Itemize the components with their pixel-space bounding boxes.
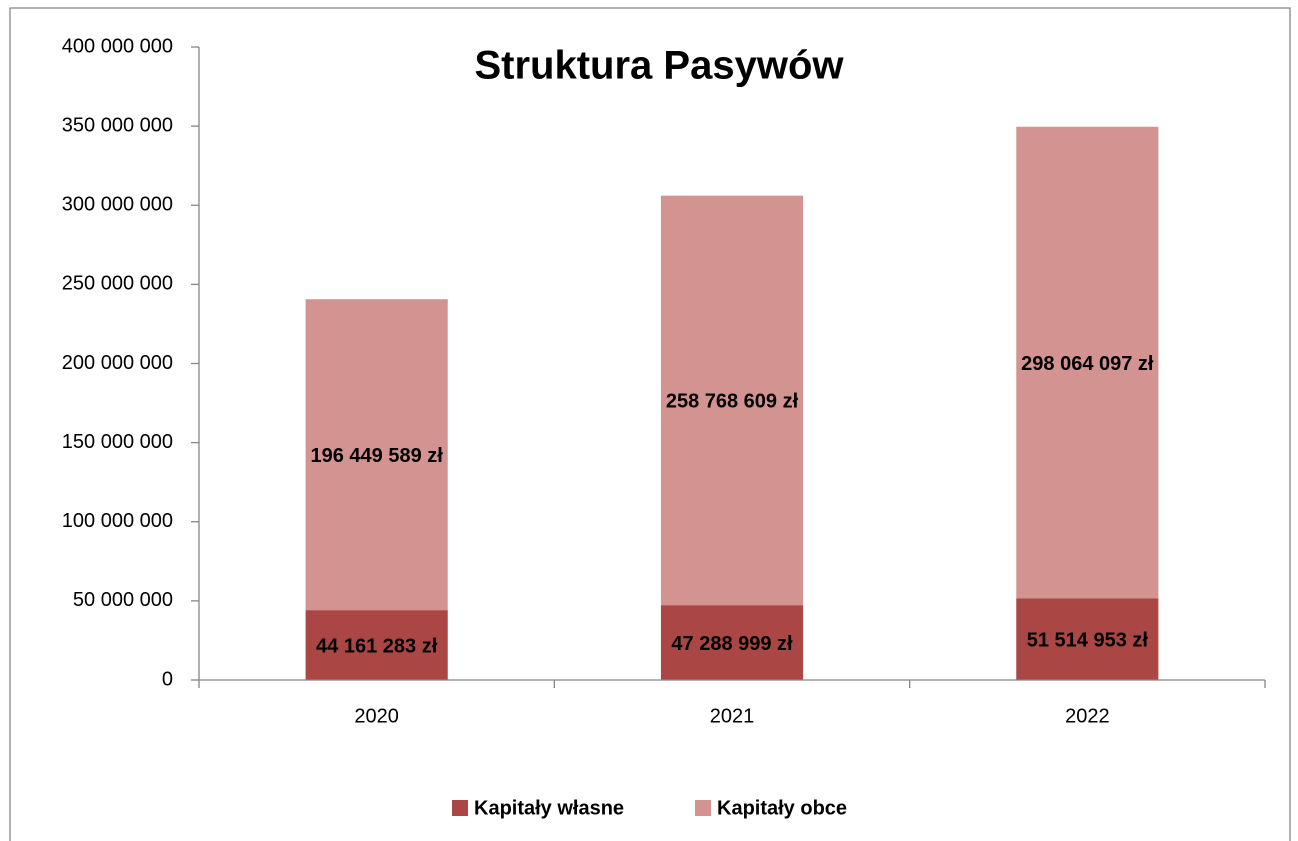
x-tick-label: 2022 — [1065, 705, 1110, 727]
bar-segment — [660, 605, 804, 680]
bar-segment — [305, 610, 448, 680]
y-tick-label: 200 000 000 — [62, 352, 173, 374]
chart-border — [9, 7, 1291, 841]
y-tick-label: 0 — [162, 668, 173, 690]
y-tick-label: 400 000 000 — [62, 35, 173, 57]
bar-segment — [305, 299, 448, 611]
bar-segment — [1016, 126, 1159, 599]
legend-label: Kapitały obce — [717, 797, 847, 819]
legend-swatch — [695, 800, 711, 816]
y-tick-label: 300 000 000 — [62, 194, 173, 216]
x-tick-label: 2020 — [354, 705, 399, 727]
bar-segment — [1016, 598, 1159, 680]
y-tick-label: 250 000 000 — [62, 273, 173, 295]
y-tick-label: 50 000 000 — [73, 589, 173, 611]
data-label: 47 288 999 zł — [671, 633, 793, 655]
data-label: 298 064 097 zł — [1021, 353, 1154, 375]
data-label: 51 514 953 zł — [1027, 630, 1149, 652]
chart-title: Struktura Pasywów — [474, 44, 844, 88]
data-label: 196 449 589 zł — [310, 445, 443, 467]
legend-swatch — [452, 800, 468, 816]
y-tick-label: 350 000 000 — [62, 114, 173, 136]
y-tick-label: 150 000 000 — [62, 431, 173, 453]
bar-segment — [660, 195, 804, 606]
legend-label: Kapitały własne — [474, 797, 624, 819]
data-label: 44 161 283 zł — [316, 635, 438, 657]
data-label: 258 768 609 zł — [666, 391, 799, 413]
x-tick-label: 2021 — [710, 705, 755, 727]
y-tick-label: 100 000 000 — [62, 510, 173, 532]
